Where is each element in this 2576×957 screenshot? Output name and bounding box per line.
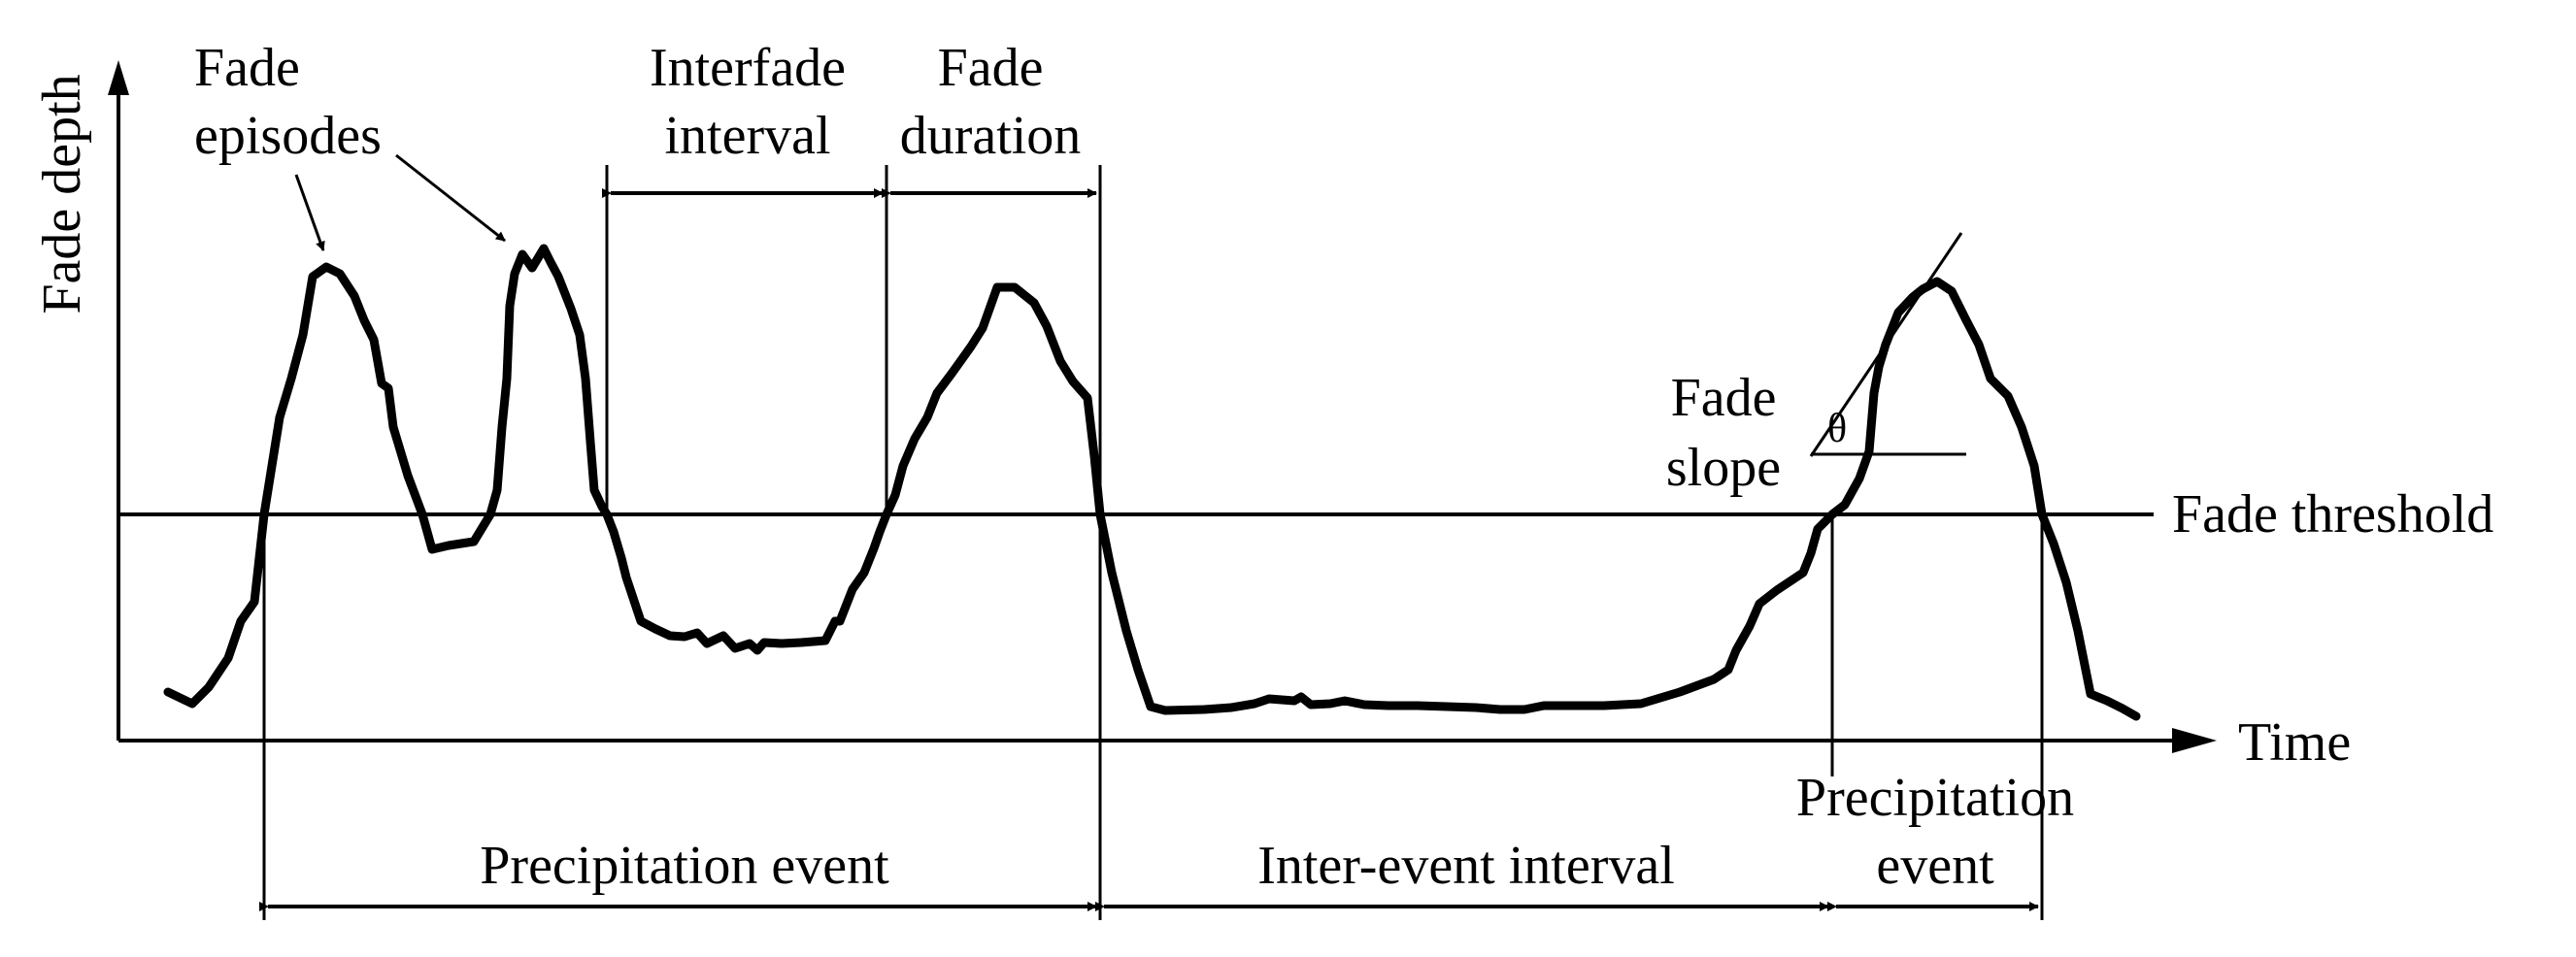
interfade-label-line1: Interfade	[650, 38, 846, 98]
guide-lines	[262, 165, 2044, 920]
fade-slope-label-line1: Fade	[1671, 368, 1777, 428]
interfade-label-line2: interval	[664, 106, 830, 166]
labels: Fade depth Time Fade episodes Interfade …	[32, 38, 2493, 896]
y-axis-arrowhead	[108, 60, 129, 95]
precipitation-event-label: Precipitation event	[480, 836, 889, 896]
axes	[108, 60, 2217, 753]
fade-duration-label-line1: Fade	[938, 38, 1044, 98]
theta-symbol: θ	[1827, 407, 1847, 451]
pointer-arrow-1	[294, 174, 325, 251]
fade-slope-construction	[1809, 232, 1966, 457]
precipitation-event-2-label-line1: Precipitation	[1796, 768, 2074, 828]
fade-duration-label-line2: duration	[900, 106, 1082, 166]
inter-event-interval-label: Inter-event interval	[1257, 836, 1675, 896]
fade-threshold-label: Fade threshold	[2172, 484, 2493, 544]
x-axis-arrowhead	[2172, 728, 2217, 753]
precipitation-event-2-label-line2: event	[1876, 836, 1994, 896]
fade-slope-label-line2: slope	[1666, 438, 1781, 498]
slope-tangent-line	[1809, 232, 1963, 457]
fade-depth-curve	[163, 244, 2141, 721]
fade-episodes-label-line2: episodes	[194, 106, 382, 166]
y-axis-label: Fade depth	[32, 74, 92, 314]
fade-episode-pointers	[294, 153, 506, 251]
fade-episodes-label-line1: Fade	[194, 38, 300, 98]
x-axis-label: Time	[2238, 712, 2351, 773]
pointer-arrow-2	[395, 153, 506, 243]
